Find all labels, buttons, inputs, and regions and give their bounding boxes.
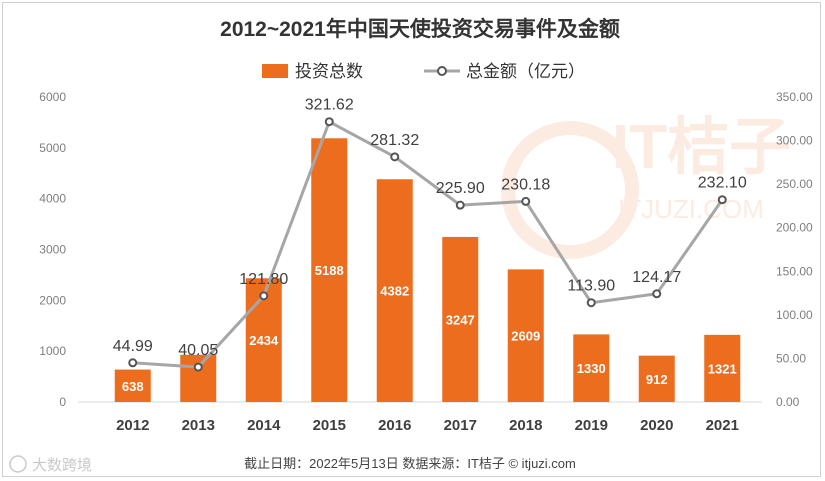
bar [704,334,741,402]
bar-value-label: 5188 [315,263,344,278]
line-point [717,195,727,205]
x-tick-label: 2014 [247,417,281,434]
y-right-tick-label: 300.00 [776,134,813,148]
x-tick-label: 2015 [313,417,346,434]
bar [311,138,348,402]
x-ticks: 2012 2013 2014 2015 2016 2017 2018 2019 2020 2021 [116,417,739,434]
y-right-ticks: 0.00 50.00 100.00 150.00 200.00 250.00 300.00 3… [776,90,813,409]
bar [638,355,675,402]
bar [573,334,610,402]
line-value-label: 281.32 [370,132,419,149]
y-right-tick-label: 200.00 [776,221,813,235]
brand-text: 大数跨境 [32,456,92,474]
x-tick-label: 2016 [378,417,411,434]
line-value-label: 230.18 [501,176,550,193]
y-left-ticks: 0 1000 2000 3000 4000 5000 6000 [39,90,66,409]
x-tick-label: 2012 [116,417,149,434]
line-labels: 44.99 40.05 121.80 321.62 281.32 225.90 230.18… [113,97,747,359]
line-point [193,362,203,372]
series-line [132,120,724,369]
y-left-tick-label: 5000 [39,141,66,155]
bar-value-label: 3247 [446,312,475,327]
line-point [455,200,465,210]
line-value-label: 44.99 [113,338,153,355]
line-value-label: 121.80 [239,271,288,288]
bar [180,354,217,402]
y-left-tick-label: 3000 [39,243,66,257]
line-point [586,298,596,308]
line-point [324,117,334,127]
bar-value-label: 1321 [708,361,737,376]
line-value-label: 321.62 [305,97,354,114]
line-point [128,358,138,368]
y-left-tick-label: 6000 [39,90,66,104]
y-right-tick-label: 250.00 [776,177,813,191]
legend-bar-label: 投资总数 [295,62,363,81]
y-left-tick-label: 1000 [39,344,66,358]
brand-logo-icon [9,455,27,473]
chart-title: 2012~2021年中国天使投资交易事件及金额 [220,17,620,41]
x-tick-label: 2018 [509,417,542,434]
y-right-tick-label: 50.00 [776,351,806,365]
y-left-tick-label: 0 [59,395,66,409]
legend-line-marker-icon [437,66,447,76]
y-right-tick-label: 150.00 [776,264,813,278]
bar [442,236,479,402]
bar-value-label: 4382 [380,284,409,299]
legend-line-label: 总金额（亿元） [466,62,585,81]
x-tick-label: 2017 [444,417,477,434]
y-right-tick-label: 350.00 [776,90,813,104]
line-value-label: 40.05 [178,342,218,359]
x-tick-label: 2013 [182,417,215,434]
line-value-label: 113.90 [567,278,615,295]
y-left-tick-label: 2000 [39,293,66,307]
line-point [259,291,269,301]
brand-logo: 大数跨境 [9,455,92,474]
line-value-label: 232.10 [698,175,747,192]
legend: 投资总数 总金额（亿元） [262,62,585,81]
x-tick-label: 2020 [640,417,673,434]
x-tick-label: 2021 [706,417,739,434]
y-right-tick-label: 100.00 [776,308,813,322]
y-right-tick-label: 0.00 [776,395,800,409]
bar-labels: 638 2434 5188 4382 3247 2609 1330 912 1321 [122,263,737,394]
watermark: IT桔子 ITJUZI.COM [501,113,791,259]
watermark-url: ITJUZI.COM [618,194,764,224]
bar [376,179,413,402]
bar-value-label: 1330 [577,361,606,376]
x-tick-label: 2019 [575,417,608,434]
bar-value-label: 638 [122,379,144,394]
bar-series [114,138,741,402]
bar-value-label: 912 [646,372,668,387]
line-series [128,117,727,372]
footer-source: 截止日期：2022年5月13日 数据来源：IT桔子 © itjuzi.com [244,456,576,471]
line-point [390,152,400,162]
line-point [652,289,662,299]
bar-value-label: 2609 [511,329,540,344]
line-point [521,196,531,206]
legend-bar-swatch [262,64,288,78]
line-value-label: 124.17 [632,269,681,286]
line-value-label: 225.90 [436,180,485,197]
watermark-text: IT桔子 [612,113,791,182]
watermark-orange-logo-icon [501,121,639,259]
bar [507,269,544,402]
bar-value-label: 2434 [249,333,279,348]
bar [114,369,151,402]
y-left-tick-label: 4000 [39,192,66,206]
